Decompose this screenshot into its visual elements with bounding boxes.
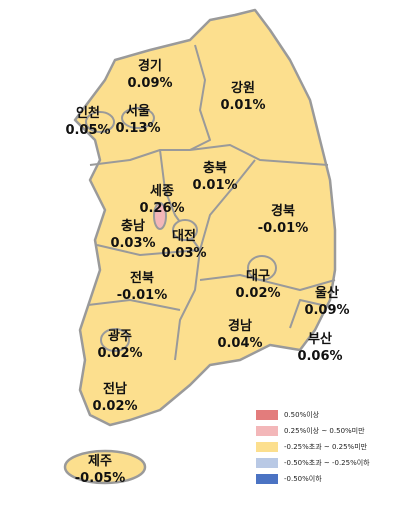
region-name: 제주 bbox=[88, 454, 112, 469]
region-value: 0.02% bbox=[97, 346, 142, 361]
legend-label: 0.25%이상 ~ 0.50%미만 bbox=[284, 426, 365, 435]
region-value: 0.13% bbox=[115, 121, 160, 136]
peninsula bbox=[73, 8, 337, 427]
region-name: 경기 bbox=[138, 58, 162, 74]
region-borders bbox=[87, 44, 336, 361]
region-name: 부산 bbox=[308, 331, 332, 347]
legend: 0.50%이상 0.25%이상 ~ 0.50%미만 -0.25%초과 ~ 0.25%… bbox=[256, 410, 370, 484]
region-name: 광주 bbox=[108, 329, 132, 344]
legend-label: -0.25%초과 ~ 0.25%미만 bbox=[284, 442, 368, 451]
jeju-island bbox=[63, 449, 147, 485]
legend-swatch bbox=[256, 458, 278, 468]
region-name: 경남 bbox=[228, 318, 252, 334]
legend-swatch bbox=[256, 442, 278, 452]
legend-swatch bbox=[256, 410, 278, 420]
legend-swatch bbox=[256, 426, 278, 436]
region-name: 강원 bbox=[231, 80, 255, 96]
region-value: 0.26% bbox=[139, 201, 184, 216]
region-name: 서울 bbox=[126, 103, 150, 119]
legend-swatch bbox=[256, 474, 278, 484]
region-value: 0.06% bbox=[297, 349, 342, 364]
region-name: 전남 bbox=[103, 381, 127, 397]
region-name: 대구 bbox=[246, 269, 270, 284]
region-name: 경북 bbox=[271, 203, 295, 219]
region-value: 0.02% bbox=[235, 286, 280, 301]
region-name: 울산 bbox=[315, 285, 339, 301]
region-value: -0.01% bbox=[258, 221, 309, 236]
legend-label: -0.50%초과 ~ -0.25%이하 bbox=[284, 458, 370, 467]
region-name: 세종 bbox=[150, 184, 174, 199]
region-value: 0.03% bbox=[110, 236, 155, 251]
region-value: -0.01% bbox=[117, 288, 168, 303]
region-value: 0.09% bbox=[127, 76, 172, 91]
region-name: 대전 bbox=[172, 228, 196, 244]
region-name: 충남 bbox=[121, 218, 145, 234]
region-value: 0.02% bbox=[92, 399, 137, 414]
region-value: 0.09% bbox=[304, 303, 349, 318]
daegu-area bbox=[247, 255, 277, 281]
region-value: 0.03% bbox=[161, 246, 206, 261]
region-value: 0.04% bbox=[217, 336, 262, 351]
region-value: 0.05% bbox=[65, 123, 110, 138]
region-name: 충북 bbox=[203, 160, 227, 176]
legend-label: 0.50%이상 bbox=[284, 410, 320, 419]
daejeon-area bbox=[172, 219, 198, 241]
sejong-area bbox=[153, 202, 167, 230]
seoul-area bbox=[121, 107, 155, 129]
region-name: 전북 bbox=[130, 270, 154, 286]
gwangju-area bbox=[100, 328, 130, 352]
legend-label: -0.50%이하 bbox=[284, 474, 322, 483]
region-value: -0.05% bbox=[75, 471, 126, 486]
region-labels: 경기 0.09% 인천 0.05% 서울 0.13% 강원 0.01% 충북 0.01% 세종 0.2… bbox=[65, 58, 349, 486]
region-value: 0.01% bbox=[220, 98, 265, 113]
incheon-area bbox=[85, 111, 115, 133]
region-name: 인천 bbox=[76, 105, 100, 121]
region-value: 0.01% bbox=[192, 178, 237, 193]
